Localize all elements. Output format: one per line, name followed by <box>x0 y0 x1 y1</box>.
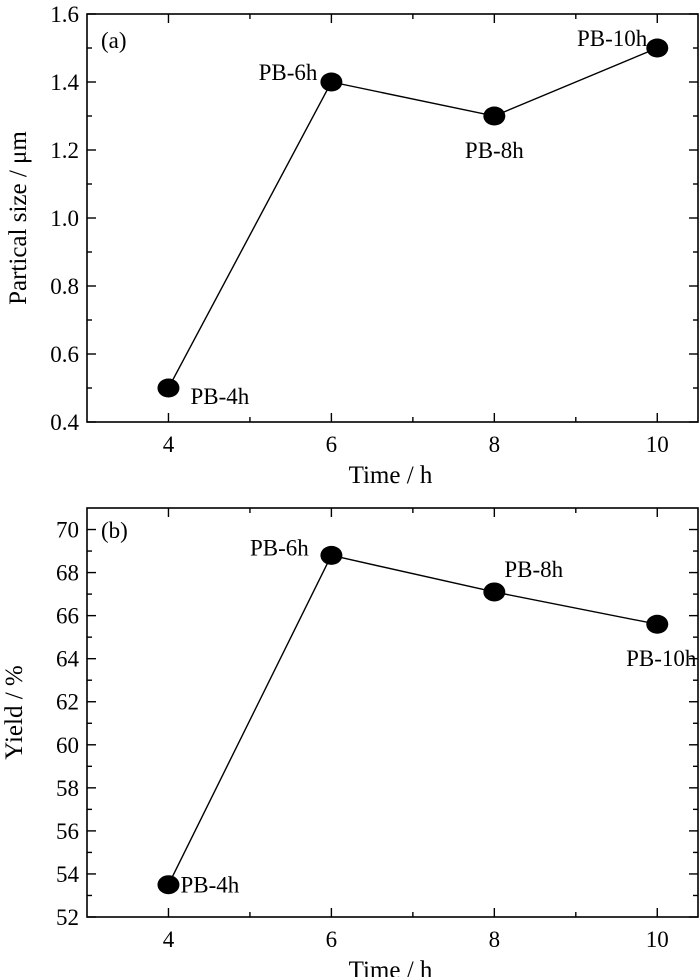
panel-b-y-tick-label: 66 <box>56 604 79 629</box>
panel-b-y-tick-label: 68 <box>56 561 79 586</box>
panel-b-point-label: PB-10h <box>626 646 697 671</box>
panel-a-series-line <box>167 47 658 389</box>
panel-b-y-tick-label: 58 <box>56 776 79 801</box>
panel-b-data-point <box>483 582 506 602</box>
panel-b-y-tick-label: 60 <box>56 733 79 758</box>
panel-a-y-tick-label: 1.0 <box>50 206 79 231</box>
panel-a-x-tick-label: 10 <box>646 432 669 457</box>
panel-b-x-tick-label: 6 <box>326 927 338 952</box>
panel-a-data-point <box>483 106 506 126</box>
panel-b-x-tick-label: 10 <box>646 927 669 952</box>
panel-b-panel-label: (b) <box>101 518 128 543</box>
panel-b-y-tick-label: 62 <box>56 690 79 715</box>
panel-b-point-label: PB-8h <box>504 557 563 582</box>
panel-b-data-point <box>320 545 343 565</box>
panel-a-plot-frame <box>86 13 699 423</box>
panel-b-x-axis-label: Time / h <box>349 957 433 977</box>
panel-b-x-tick-label: 8 <box>489 927 501 952</box>
panel-b-y-tick-label: 52 <box>56 905 79 930</box>
panel-a-y-tick-label: 1.2 <box>50 138 79 163</box>
panel-a-data-point <box>157 378 180 398</box>
panel-a-x-tick-label: 4 <box>163 432 175 457</box>
chart-panel-a: 4 6 8 10 0.4 0.6 0.8 1.0 1.2 1.4 1.6 Time / h Partic… <box>5 2 699 489</box>
panel-a-point-label: PB-4h <box>190 384 249 409</box>
panel-a-point-label: PB-8h <box>465 138 524 163</box>
panel-a-y-tick-label: 1.4 <box>50 70 79 95</box>
panel-a-x-tick-label: 6 <box>326 432 338 457</box>
panel-b-y-tick-label: 70 <box>56 518 79 543</box>
panel-b-x-tick-label: 4 <box>163 927 175 952</box>
panel-b-y-tick-label: 56 <box>56 819 79 844</box>
panel-a-point-label: PB-6h <box>259 60 318 85</box>
panel-a-x-tick-label: 8 <box>489 432 501 457</box>
panel-a-x-axis-label: Time / h <box>349 462 433 489</box>
panel-a-y-axis-label: Partical size / μm <box>5 131 32 305</box>
panel-a-panel-label: (a) <box>101 28 127 53</box>
panel-b-data-point <box>646 614 669 634</box>
panel-b-y-tick-label: 54 <box>56 862 80 887</box>
panel-b-point-label: PB-6h <box>250 535 309 560</box>
panel-a-point-label: PB-10h <box>577 26 648 51</box>
panel-b-plot-frame <box>86 507 699 918</box>
panel-b-point-label: PB-4h <box>180 873 239 898</box>
panel-b-y-axis-label: Yield / % <box>1 665 28 759</box>
panel-a-y-tick-label: 0.4 <box>50 410 79 435</box>
panel-a-y-tick-label: 0.6 <box>50 342 79 367</box>
panel-a-y-tick-label: 1.6 <box>50 2 79 27</box>
panel-a-y-tick-label: 0.8 <box>50 274 79 299</box>
panel-b-series-line <box>167 554 658 886</box>
panel-b-y-tick-label: 64 <box>56 647 80 672</box>
panel-a-data-point <box>646 38 669 58</box>
panel-a-data-point <box>320 72 343 92</box>
panel-b-data-point <box>157 875 180 895</box>
